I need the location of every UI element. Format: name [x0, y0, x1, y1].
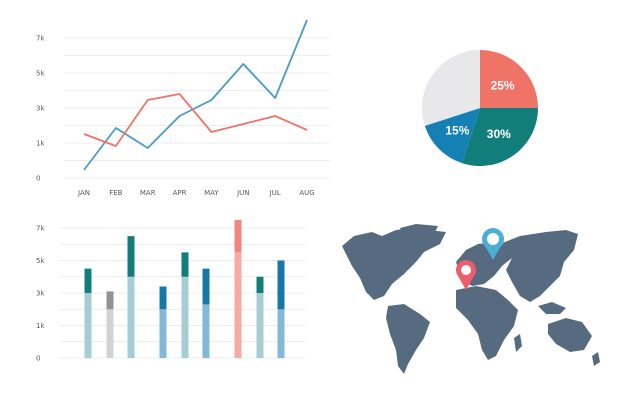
indonesia-shape: [538, 302, 566, 314]
y-tick-label: 7k: [36, 225, 45, 233]
bar-lower-segment: [277, 309, 285, 358]
greenland-shape: [400, 224, 438, 242]
y-tick-label: 5k: [36, 257, 45, 265]
x-tick-label: MAR: [140, 189, 156, 197]
pie-slice: [480, 50, 538, 108]
x-tick-label: AUG: [299, 189, 314, 197]
stacked-bar-chart: 0 1k 3k 5k 7k: [36, 219, 305, 363]
pie-slice: [462, 108, 538, 166]
north-america-shape: [342, 228, 446, 300]
world-map: [342, 199, 600, 374]
y-tick-label: 5k: [36, 70, 45, 78]
bar-lower-segment: [106, 309, 114, 358]
y-tick-label: 1k: [36, 140, 45, 148]
line-series-1: [83, 19, 308, 171]
new-zealand-shape: [592, 352, 600, 366]
bar-lower-segment: [159, 309, 167, 358]
location-pin-west-europe[interactable]: [456, 260, 476, 290]
bar-lower-segment: [181, 276, 189, 358]
bar-upper-segment: [181, 252, 189, 277]
bar-upper-segment: [202, 268, 210, 305]
bar-upper-segment: [159, 286, 167, 310]
y-tick-label: 3k: [36, 290, 45, 298]
south-america-shape: [386, 304, 430, 374]
x-tick-label: JUL: [269, 189, 281, 197]
bar-lower-segment: [234, 252, 242, 358]
location-pin-europe[interactable]: [479, 199, 505, 260]
bar-upper-segment: [106, 291, 114, 310]
asia-shape: [500, 230, 578, 302]
x-tick-label: JUN: [236, 189, 249, 197]
pie-slice-label: 30%: [487, 127, 511, 141]
x-tick-label: FEB: [109, 189, 122, 197]
y-tick-label: 0: [36, 175, 40, 183]
bar-upper-segment: [234, 219, 242, 253]
bar-upper-segment: [277, 260, 285, 310]
x-tick-label: JAN: [77, 189, 90, 197]
bar-lower-segment: [202, 304, 210, 358]
line-chart: 0 1k 3k 5k 7k JAN FEB MAR APR MAY JUN JUL AUG: [36, 19, 330, 197]
pie-slice: [424, 108, 480, 164]
pie-slice-label: 15%: [445, 124, 469, 138]
bar-upper-segment: [256, 276, 264, 293]
bar-lower-segment: [256, 293, 264, 358]
pie-slice-label: 25%: [491, 78, 515, 92]
pie-chart: 25% 30% 15%: [422, 50, 538, 166]
madagascar-shape: [514, 334, 522, 352]
y-tick-label: 3k: [36, 105, 45, 113]
bar-lower-segment: [84, 293, 92, 358]
bar-lower-segment: [127, 276, 135, 358]
pie-slice: [422, 50, 480, 126]
bar-upper-segment: [127, 236, 135, 277]
y-tick-label: 1k: [36, 322, 45, 330]
y-tick-label: 7k: [36, 35, 45, 43]
bar-upper-segment: [84, 268, 92, 293]
y-tick-label: 0: [36, 355, 40, 363]
x-tick-label: APR: [173, 189, 187, 197]
africa-shape: [456, 286, 518, 360]
x-tick-label: MAY: [204, 189, 219, 197]
line-series-2: [83, 93, 308, 147]
australia-shape: [548, 318, 592, 352]
